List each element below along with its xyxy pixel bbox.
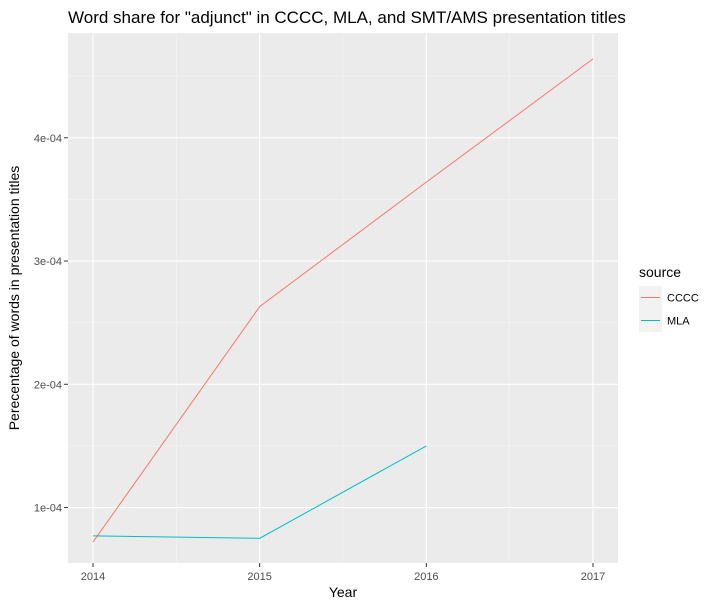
y-axis-ticks: 1e-04 2e-04 3e-04 4e-04: [34, 133, 68, 515]
legend-label: MLA: [667, 316, 690, 328]
legend: source CCCC MLA: [639, 264, 699, 332]
x-tick-label: 2015: [247, 571, 271, 583]
y-tick-label: 1e-04: [34, 503, 62, 515]
x-tick-label: 2016: [414, 571, 438, 583]
minor-gridlines: [68, 33, 618, 563]
y-tick-label: 3e-04: [34, 256, 62, 268]
y-axis-title: Perecentage of words in presentation tit…: [6, 166, 22, 431]
series-line-cccc: [92, 58, 594, 543]
legend-label: CCCC: [667, 293, 699, 305]
x-tick-label: 2017: [581, 571, 605, 583]
series-lines: [92, 58, 594, 543]
chart-title: Word share for "adjunct" in CCCC, MLA, a…: [68, 8, 626, 27]
series-line-mla: [92, 445, 427, 539]
x-tick-label: 2014: [81, 571, 105, 583]
legend-title: source: [639, 264, 681, 280]
major-gridlines: [68, 33, 618, 563]
x-axis-ticks: 2014 2015 2016 2017: [81, 563, 605, 583]
x-axis-title: Year: [329, 584, 358, 600]
y-tick-label: 2e-04: [34, 379, 62, 391]
y-tick-label: 4e-04: [34, 133, 62, 145]
